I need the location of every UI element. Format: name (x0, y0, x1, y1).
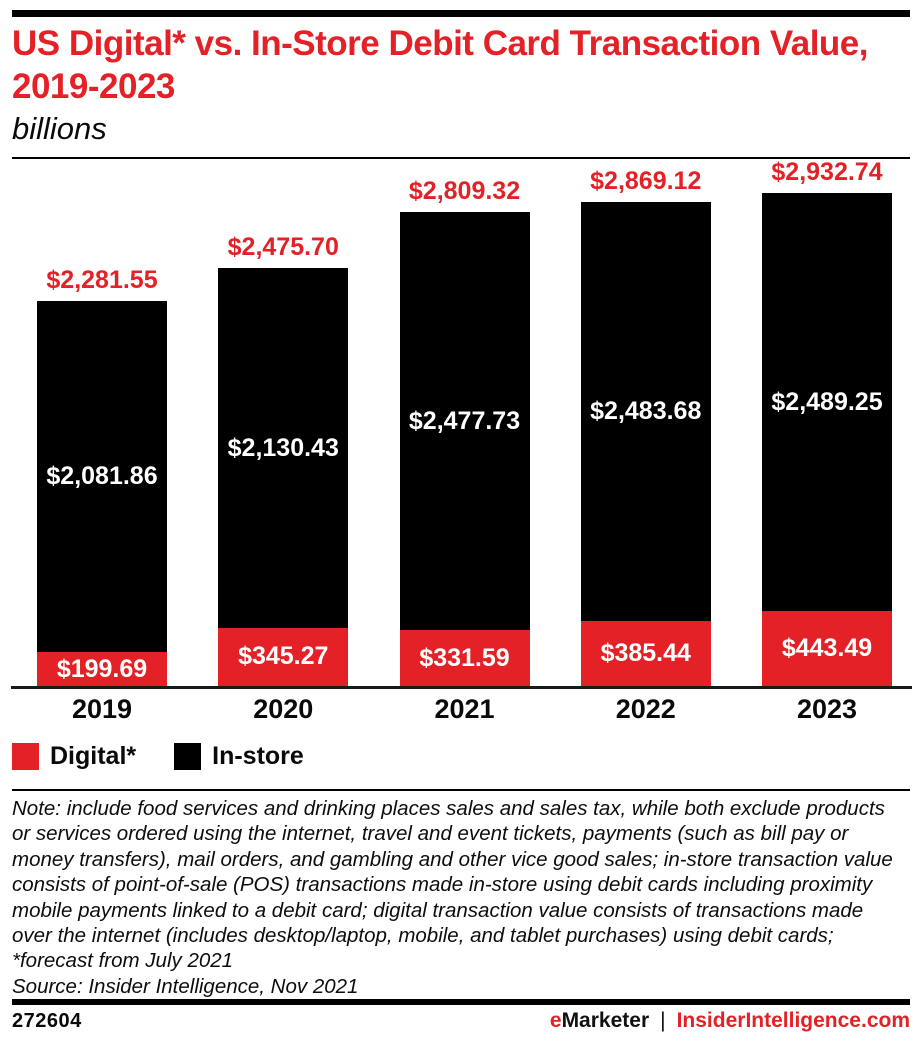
bar-value-label-instore-2021: $2,477.73 (408, 406, 521, 435)
chart-subtitle: billions (12, 111, 107, 146)
bar-column-2019: $2,281.55 $2,081.86 $199.69 (37, 158, 167, 686)
bar-total-label-2021: $2,809.32 (408, 177, 521, 206)
bar-value-label-digital-2019: $199.69 (56, 654, 148, 683)
footer-brand: eMarketer | InsiderIntelligence.com (550, 1009, 910, 1033)
emarketer-logo: eMarketer (550, 1009, 649, 1033)
bar-segment-digital-2020: $345.27 (218, 627, 349, 686)
emarketer-logo-e: e (549, 1009, 562, 1032)
chart-plot-area: $2,281.55 $2,081.86 $199.69 $2,475.70 $2,130… (12, 158, 910, 686)
bar-segment-digital-2021: $331.59 (399, 630, 530, 686)
x-axis-labels-row: 2019 2020 2021 2022 2023 (12, 694, 910, 725)
bar-value-label-digital-2021: $331.59 (419, 643, 510, 672)
bar-total-label-2019: $2,281.55 (46, 266, 158, 295)
note-block: Note: include food services and drinking… (12, 796, 908, 999)
bar-value-label-digital-2020: $345.27 (238, 642, 329, 671)
bar-segment-instore-2022: $2,483.68 (580, 202, 711, 621)
bar-column-2021: $2,809.32 $2,477.73 $331.59 (399, 158, 530, 686)
bar-value-label-instore-2019: $2,081.86 (46, 462, 158, 491)
note-divider (12, 789, 910, 791)
bar-segment-digital-2023: $443.49 (762, 611, 892, 686)
bar-value-label-digital-2022: $385.44 (600, 639, 691, 667)
bar-segment-digital-2019: $199.69 (37, 652, 167, 686)
insider-intelligence-link[interactable]: InsiderIntelligence.com (676, 1009, 910, 1032)
bar-segment-instore-2019: $2,081.86 (37, 301, 167, 653)
legend-swatch-digital (12, 743, 39, 770)
bar-segment-instore-2023: $2,489.25 (762, 193, 892, 612)
x-axis-label-2022: 2022 (615, 694, 676, 724)
footer: 272604 eMarketer | InsiderIntelligence.c… (12, 1009, 910, 1033)
x-axis-label-2023: 2023 (796, 694, 858, 724)
emarketer-logo-rest: Marketer (561, 1009, 650, 1032)
legend-item-digital: Digital* (12, 742, 136, 771)
bar-total-label-2020: $2,475.70 (227, 233, 339, 262)
bar-total-label-2022: $2,869.12 (590, 167, 702, 195)
chart-legend: Digital* In-store (12, 742, 304, 771)
footer-rule (12, 999, 910, 1005)
bar-segment-instore-2020: $2,130.43 (218, 268, 349, 628)
header-top-rule (12, 10, 910, 17)
chart-title: US Digital* vs. In-Store Debit Card Tran… (12, 24, 869, 106)
source-text: Source: Insider Intelligence, Nov 2021 (12, 974, 359, 998)
legend-label-instore: In-store (212, 742, 304, 770)
brand-separator: | (660, 1009, 666, 1032)
bar-segment-instore-2021: $2,477.73 (399, 212, 530, 631)
bar-segment-digital-2022: $385.44 (580, 621, 711, 686)
chart-top-divider (12, 157, 910, 159)
bar-value-label-instore-2023: $2,489.25 (771, 387, 883, 416)
x-axis-label-2021: 2021 (434, 694, 495, 724)
bar-value-label-digital-2023: $443.49 (781, 634, 873, 663)
legend-item-instore: In-store (174, 742, 304, 771)
bar-value-label-instore-2020: $2,130.43 (227, 433, 339, 462)
x-axis-line (11, 686, 912, 689)
legend-swatch-instore (174, 743, 202, 770)
x-axis-label-2019: 2019 (71, 694, 133, 724)
bar-total-label-2023: $2,932.74 (771, 158, 883, 186)
bar-value-label-instore-2022: $2,483.68 (590, 397, 702, 425)
bar-column-2023: $2,932.74 $2,489.25 $443.49 (762, 158, 892, 686)
bar-column-2022: $2,869.12 $2,483.68 $385.44 (580, 158, 711, 686)
note-text: Note: include food services and drinking… (12, 797, 893, 973)
x-axis-label-2020: 2020 (253, 694, 314, 724)
bar-column-2020: $2,475.70 $2,130.43 $345.27 (218, 158, 349, 686)
legend-label-digital: Digital* (50, 742, 137, 770)
chart-id: 272604 (12, 1009, 82, 1032)
